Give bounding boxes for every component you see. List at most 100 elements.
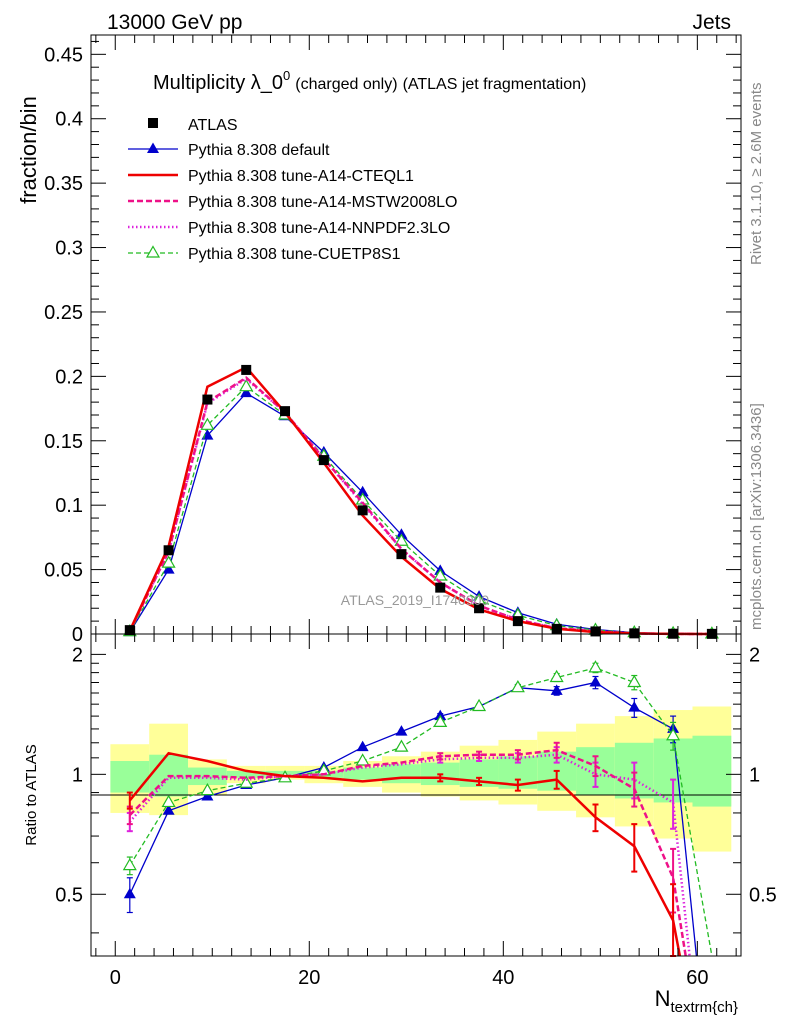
band-green-6 — [343, 767, 383, 780]
main-ytick-label-4: 0.2 — [55, 366, 83, 388]
ratio-point-0-6 — [356, 740, 369, 752]
ratio-ytick-label-right-2: 2 — [749, 644, 760, 666]
series-line-2 — [128, 365, 712, 636]
ratio-line-3 — [128, 753, 691, 957]
ratio-point-4-0 — [122, 857, 137, 871]
ratio-point-4-12 — [588, 660, 603, 673]
energy-label: 13000 GeV pp — [107, 11, 242, 34]
ratio-point-4-10 — [510, 679, 525, 693]
legend-label-default: Pythia 8.308 default — [188, 142, 330, 159]
atlas-point-0 — [124, 625, 135, 636]
atlas-point-2 — [202, 394, 213, 405]
main-ytick-label-5: 0.25 — [44, 302, 83, 324]
series-1-point-3 — [240, 386, 253, 398]
ratio-point-4-6 — [355, 753, 370, 766]
legend: ATLAS Pythia 8.308 default Pythia 8.308 … — [128, 117, 457, 263]
ratio-line-4 — [129, 667, 713, 957]
x-axis-label-main: N — [655, 986, 671, 1011]
series-1-point-6 — [356, 485, 369, 497]
ratio-point-4-9 — [472, 698, 487, 712]
atlas-point-12 — [590, 626, 601, 637]
main-ytick-label-0: 0 — [72, 624, 83, 646]
title-small: (charged only) — [295, 76, 397, 93]
ratio-point-4-14 — [666, 728, 681, 741]
main-ytick-label-2: 0.1 — [55, 495, 83, 517]
ratio-marks — [122, 660, 713, 957]
x-axis-label-sub: textrm{ch} — [670, 999, 738, 1016]
band-green-15 — [692, 735, 732, 807]
series-5-point-1 — [161, 555, 176, 568]
main-marks — [122, 364, 719, 639]
main-ytick-label-6: 0.3 — [55, 238, 83, 260]
ratio-bands — [110, 706, 732, 852]
title-sup: 0 — [283, 68, 290, 83]
ratio-point-4-1 — [161, 794, 176, 808]
series-line-5 — [129, 385, 712, 635]
mcplots-label: mcplots.cern.ch [arXiv:1306.3436] — [748, 403, 765, 630]
watermark: ATLAS_2019_I1740909 — [341, 592, 490, 608]
atlas-point-4 — [280, 406, 291, 417]
ratio-point-4-2 — [200, 782, 215, 796]
atlas-point-5 — [318, 455, 329, 466]
rivet-label: Rivet 3.1.10, ≥ 2.6M events — [748, 83, 765, 266]
ratio-point-4-11 — [549, 669, 564, 683]
band-green-0 — [110, 761, 150, 793]
legend-marker-cuetp8s1 — [145, 245, 161, 258]
series-5-point-2 — [200, 417, 215, 430]
ratio-point-4-3 — [239, 775, 254, 788]
ratio-point-0-7 — [395, 725, 408, 736]
main-ytick-label-3: 0.15 — [44, 431, 83, 453]
chart-title: Multiplicity λ_00 (charged only) (ATLAS je… — [153, 68, 586, 94]
ratio-point-0-12 — [589, 676, 602, 687]
atlas-point-11 — [551, 623, 562, 634]
title-tail: (ATLAS jet fragmentation) — [403, 76, 587, 93]
y-axis-label: fraction/bin — [16, 96, 41, 204]
main-ytick-label-9: 0.45 — [44, 44, 83, 66]
ratio-panel: 0.5 0.51 12 20 20 40 60 Ratio to ATLAS Ntextrm… — [23, 633, 777, 1016]
ratio-line-1 — [128, 751, 682, 957]
ratio-point-0-13 — [628, 701, 641, 712]
ratio-xtick-label-1: 20 — [298, 967, 320, 989]
ratio-xtick-label-3: 60 — [686, 967, 708, 989]
legend-label-atlas: ATLAS — [188, 117, 238, 134]
atlas-point-3 — [241, 364, 252, 375]
main-axes: 0 0.05 0.1 0.15 0.2 0.25 0.3 0.35 0.4 0.45 — [44, 35, 741, 646]
ratio-ytick-label-left-0: 0.5 — [55, 884, 83, 906]
band-green-3 — [226, 770, 266, 778]
ratio-xtick-label-2: 40 — [492, 967, 514, 989]
series-5-point-3 — [239, 378, 254, 392]
atlas-point-9 — [474, 603, 485, 614]
series-line-3 — [128, 376, 712, 636]
atlas-point-1 — [163, 545, 174, 556]
title-main: Multiplicity λ_0 — [153, 72, 283, 94]
process-label: Jets — [692, 11, 731, 34]
legend-label-mstw: Pythia 8.308 tune-A14-MSTW2008LO — [188, 194, 457, 211]
ratio-point-0-11 — [550, 684, 563, 695]
ratio-y-axis-label: Ratio to ATLAS — [23, 744, 40, 845]
atlas-point-7 — [396, 549, 407, 560]
series-5-point-7 — [394, 533, 409, 546]
ratio-point-0-1 — [162, 804, 175, 815]
main-panel: ATLAS_2019_I1740909 00.050.10.150.20.250… — [16, 34, 742, 646]
series-line-1 — [129, 392, 712, 635]
ratio-ytick-label-right-1: 1 — [749, 764, 760, 786]
ratio-frame — [90, 633, 742, 957]
main-ytick-label-1: 0.05 — [44, 560, 83, 582]
band-green-7 — [382, 764, 421, 784]
legend-marker-atlas — [148, 118, 158, 128]
series-1-point-1 — [162, 563, 175, 574]
ratio-ytick-label-left-1: 1 — [72, 764, 83, 786]
atlas-point-8 — [435, 582, 446, 593]
atlas-point-10 — [512, 616, 523, 627]
main-ytick-label-8: 0.4 — [55, 109, 83, 131]
atlas-point-13 — [629, 628, 640, 639]
ratio-point-4-8 — [433, 714, 448, 727]
x-axis-label: Ntextrm{ch} — [655, 986, 738, 1016]
ratio-ytick-label-left-2: 2 — [72, 644, 83, 666]
ratio-line-0 — [129, 681, 698, 957]
ratio-axes: 0.5 0.51 12 20 20 40 60 — [55, 634, 777, 989]
ratio-point-4-7 — [394, 739, 409, 752]
main-ytick-label-7: 0.35 — [44, 173, 83, 195]
ratio-ytick-label-right-0: 0.5 — [749, 884, 777, 906]
